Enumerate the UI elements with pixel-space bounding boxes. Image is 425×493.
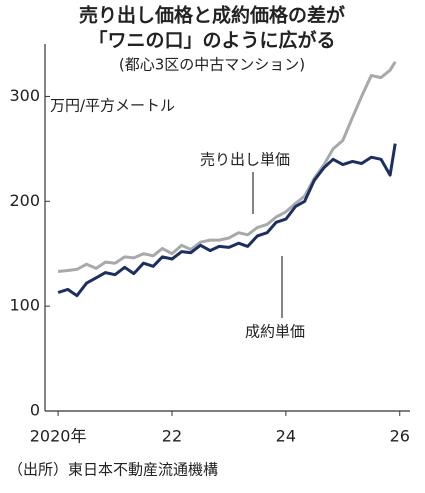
y-tick-label: 100 <box>9 296 40 315</box>
x-tick-label: 2020年 <box>30 427 87 446</box>
annotation: 成約単価 <box>245 323 305 341</box>
y-tick-label: 300 <box>9 86 40 105</box>
y-axis-label: 万円/平方メートル <box>50 97 175 115</box>
subtitle: (都心3区の中古マンション) <box>119 56 305 74</box>
chart-title: 「ワニの口」のように広がる <box>88 29 335 52</box>
annotation: 売り出し単価 <box>200 151 290 169</box>
series-line <box>57 143 397 298</box>
series-line <box>57 61 397 273</box>
y-tick-label: 0 <box>30 401 40 420</box>
x-tick-label: 24 <box>276 427 296 446</box>
y-tick-label: 200 <box>9 191 40 210</box>
x-tick-label: 26 <box>390 427 410 446</box>
chart-title: 売り出し価格と成約価格の差が <box>79 4 345 27</box>
x-tick-label: 22 <box>162 427 182 446</box>
source: （出所）東日本不動産流通機構 <box>8 461 218 479</box>
